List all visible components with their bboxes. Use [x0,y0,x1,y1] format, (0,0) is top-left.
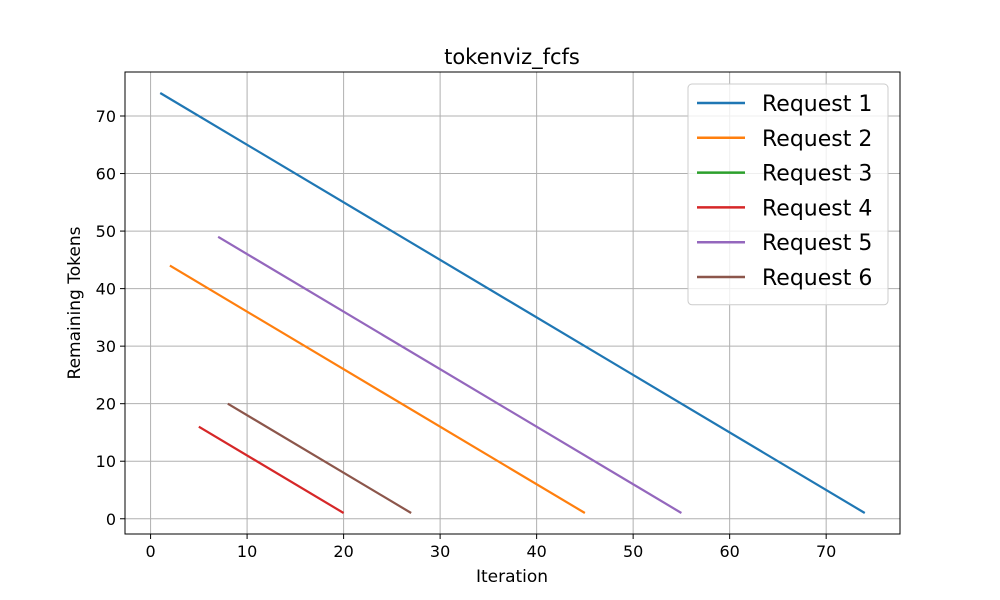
plot-frame [124,71,901,535]
legend: Request 1 Request 2 Request 3 Request 4 Requ… [687,83,889,306]
y-tick-label: 0 [106,510,116,529]
ticks: 0 10 20 30 40 50 60 70 0 10 20 30 40 50 60 70 [96,107,837,561]
x-tick-label: 50 [623,542,643,561]
legend-label: Request 4 [762,196,872,221]
series-line-request-1 [159,92,866,514]
x-tick-label: 20 [333,542,353,561]
series-line-request-5 [217,235,682,514]
y-tick-label: 20 [96,395,116,414]
x-tick-label: 0 [145,542,155,561]
legend-label: Request 2 [762,127,872,152]
x-tick-label: 70 [816,542,836,561]
series-line-request-6 [227,402,412,514]
y-tick-label: 60 [96,165,116,184]
y-tick-label: 40 [96,280,116,299]
y-tick-label: 70 [96,107,116,126]
x-tick-label: 60 [719,542,739,561]
chart-title: tokenviz_fcfs [444,45,580,70]
legend-label: Request 6 [762,266,872,291]
legend-label: Request 1 [762,92,872,117]
x-tick-label: 30 [430,542,450,561]
x-axis-label: Iteration [476,567,548,587]
y-tick-label: 10 [96,452,116,471]
series-line-request-2 [169,264,586,514]
series-line-request-4 [198,425,345,514]
x-tick-label: 40 [526,542,546,561]
y-axis-label: Remaining Tokens [65,226,85,379]
y-tick-label: 30 [96,337,116,356]
series-layer [159,92,866,514]
legend-label: Request 3 [762,162,872,187]
legend-label: Request 5 [762,231,872,256]
y-tick-label: 50 [96,222,116,241]
x-tick-label: 10 [237,542,257,561]
legend-box [687,83,889,306]
